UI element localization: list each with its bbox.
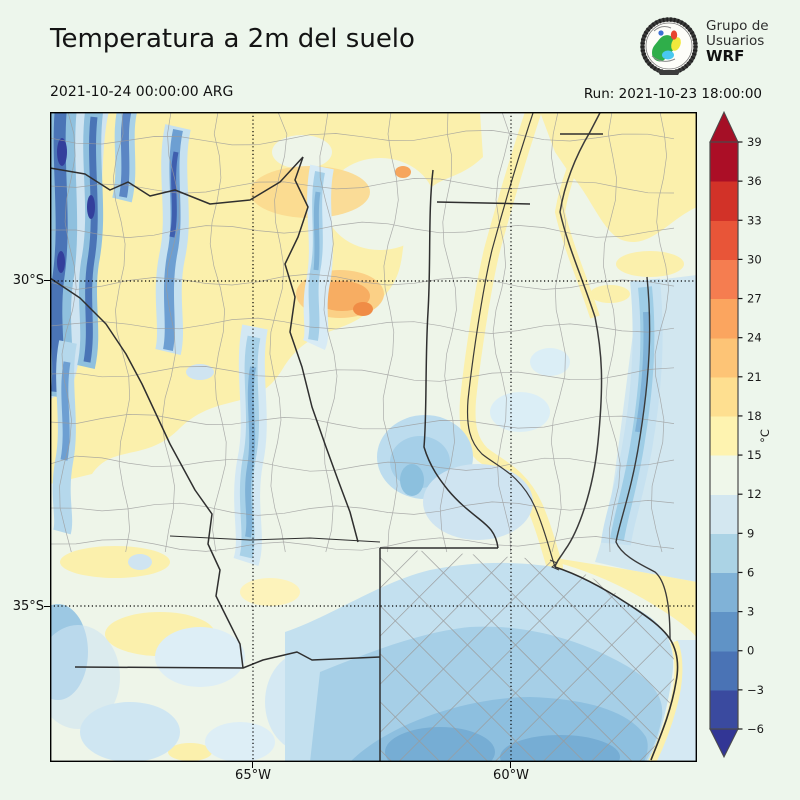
svg-text:9: 9 bbox=[747, 526, 754, 540]
county-borders bbox=[50, 112, 675, 553]
lat-label-35s: 35°S bbox=[12, 599, 44, 614]
water-fill bbox=[555, 558, 697, 762]
rivers bbox=[466, 112, 671, 640]
svg-text:12: 12 bbox=[747, 487, 762, 501]
svg-text:−6: −6 bbox=[747, 722, 764, 736]
svg-text:0: 0 bbox=[747, 644, 754, 658]
page-title: Temperatura a 2m del suelo bbox=[50, 24, 415, 54]
logo-line-1: Grupo de bbox=[706, 18, 769, 34]
county-borders-buenos-aires bbox=[380, 548, 679, 762]
wrf-logo: Grupo de Usuarios WRF bbox=[638, 13, 798, 79]
svg-text:24: 24 bbox=[747, 331, 762, 345]
svg-text:3: 3 bbox=[747, 605, 754, 619]
svg-text:6: 6 bbox=[747, 565, 754, 579]
map-frame bbox=[50, 112, 697, 762]
svg-text:39: 39 bbox=[747, 135, 762, 149]
axis-tick bbox=[510, 762, 512, 768]
svg-text:36: 36 bbox=[747, 174, 762, 188]
graticule bbox=[50, 112, 697, 762]
svg-text:27: 27 bbox=[747, 292, 762, 306]
axis-tick bbox=[252, 762, 254, 768]
logo-line-2: Usuarios bbox=[706, 33, 765, 49]
lat-label-30s: 30°S bbox=[12, 273, 44, 288]
svg-text:18: 18 bbox=[747, 409, 762, 423]
svg-text:30: 30 bbox=[747, 252, 762, 266]
temperature-fill-cool bbox=[50, 112, 697, 762]
run-time-label: Run: 2021-10-23 18:00:00 bbox=[583, 86, 762, 102]
svg-text:21: 21 bbox=[747, 370, 762, 384]
lon-label-60w: 60°W bbox=[493, 768, 529, 783]
svg-text:−3: −3 bbox=[747, 683, 764, 697]
svg-text:33: 33 bbox=[747, 213, 762, 227]
temperature-map bbox=[50, 112, 697, 762]
province-borders bbox=[50, 133, 679, 762]
lon-label-65w: 65°W bbox=[235, 768, 271, 783]
axis-tick bbox=[44, 280, 50, 282]
valid-time-label: 2021-10-24 00:00:00 ARG bbox=[50, 84, 234, 100]
axis-tick bbox=[44, 606, 50, 608]
svg-text:°C: °C bbox=[758, 429, 772, 443]
wrf-logo-text: Grupo de Usuarios WRF bbox=[706, 13, 769, 79]
logo-line-3: WRF bbox=[706, 47, 745, 65]
svg-text:15: 15 bbox=[747, 448, 762, 462]
wrf-logo-icon bbox=[640, 17, 698, 75]
